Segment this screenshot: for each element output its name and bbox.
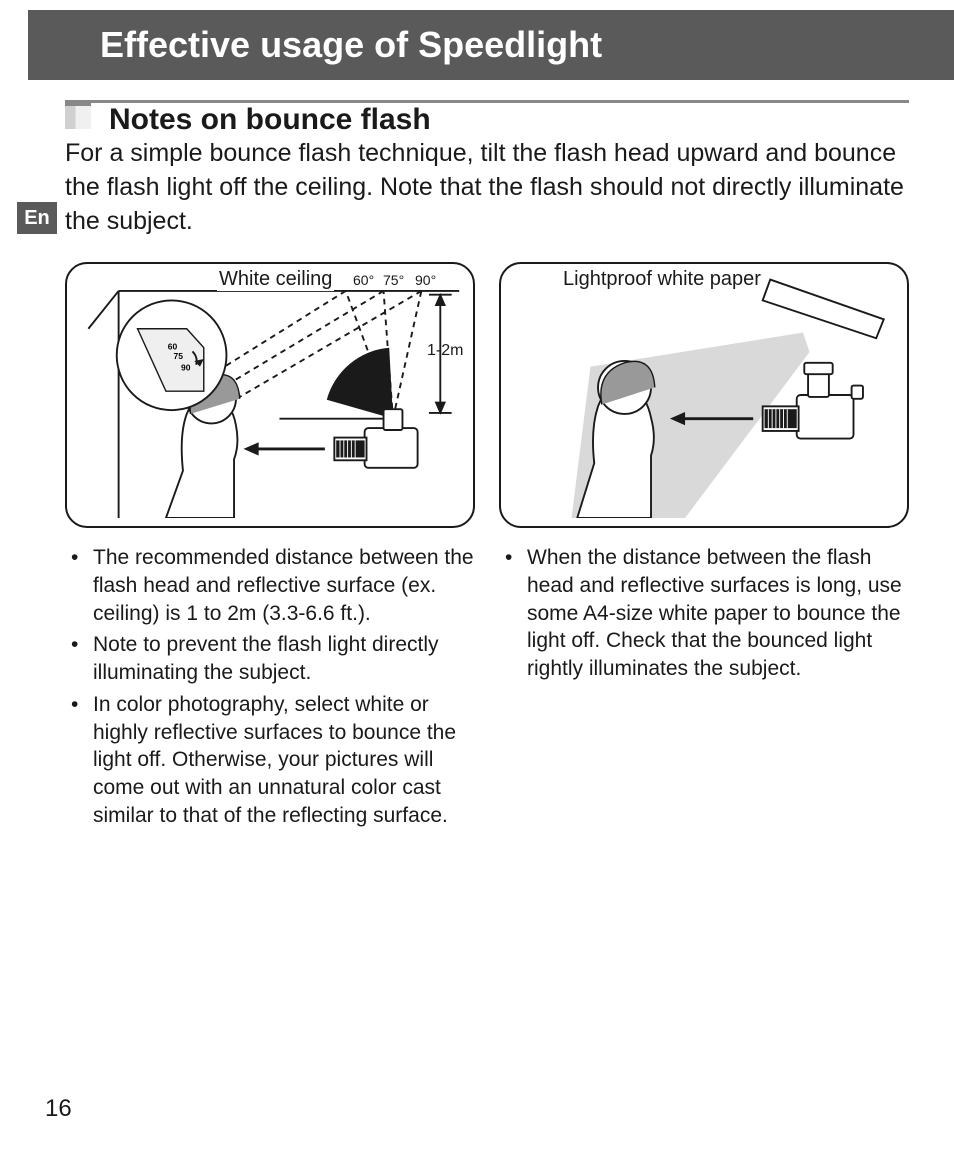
svg-text:75: 75 — [173, 351, 183, 361]
ceiling-label: White ceiling — [217, 268, 334, 291]
right-bullet-list: When the distance between the flash head… — [499, 544, 909, 683]
ceiling-bounce-diagram: 60 75 90 White ceiling 60° 75° 90° 1-2m — [65, 262, 475, 528]
paper-label: Lightproof white paper — [561, 268, 763, 291]
angle-75: 75° — [383, 272, 404, 288]
distance-label: 1-2m — [427, 342, 463, 360]
intro-paragraph: For a simple bounce flash technique, til… — [65, 137, 909, 238]
page-header: Effective usage of Speedlight — [28, 10, 954, 80]
section-heading: Notes on bounce flash — [65, 100, 909, 137]
paper-diagram-svg — [509, 272, 899, 518]
bullet-item: The recommended distance between the fla… — [93, 544, 475, 627]
heading-marker-icon — [65, 103, 91, 129]
section-title: Notes on bounce flash — [109, 103, 443, 137]
svg-text:60: 60 — [168, 342, 178, 352]
left-bullet-list: The recommended distance between the fla… — [65, 544, 475, 829]
paper-bounce-diagram: Lightproof white paper — [499, 262, 909, 528]
svg-text:90: 90 — [181, 363, 191, 373]
bullet-item: Note to prevent the flash light directly… — [93, 631, 475, 686]
bullet-item: When the distance between the flash head… — [527, 544, 909, 683]
right-column: Lightproof white paper When the distance… — [499, 262, 909, 833]
ceiling-diagram-svg: 60 75 90 — [75, 272, 465, 518]
language-badge: En — [17, 202, 57, 234]
angle-60: 60° — [353, 272, 374, 288]
page-title: Effective usage of Speedlight — [28, 10, 954, 80]
angle-90: 90° — [415, 272, 436, 288]
page-content: Notes on bounce flash For a simple bounc… — [0, 80, 954, 833]
bullet-item: In color photography, select white or hi… — [93, 691, 475, 830]
two-column-layout: 60 75 90 White ceiling 60° 75° 90° 1-2m … — [65, 262, 909, 833]
left-column: 60 75 90 White ceiling 60° 75° 90° 1-2m … — [65, 262, 475, 833]
page-number: 16 — [45, 1095, 72, 1123]
